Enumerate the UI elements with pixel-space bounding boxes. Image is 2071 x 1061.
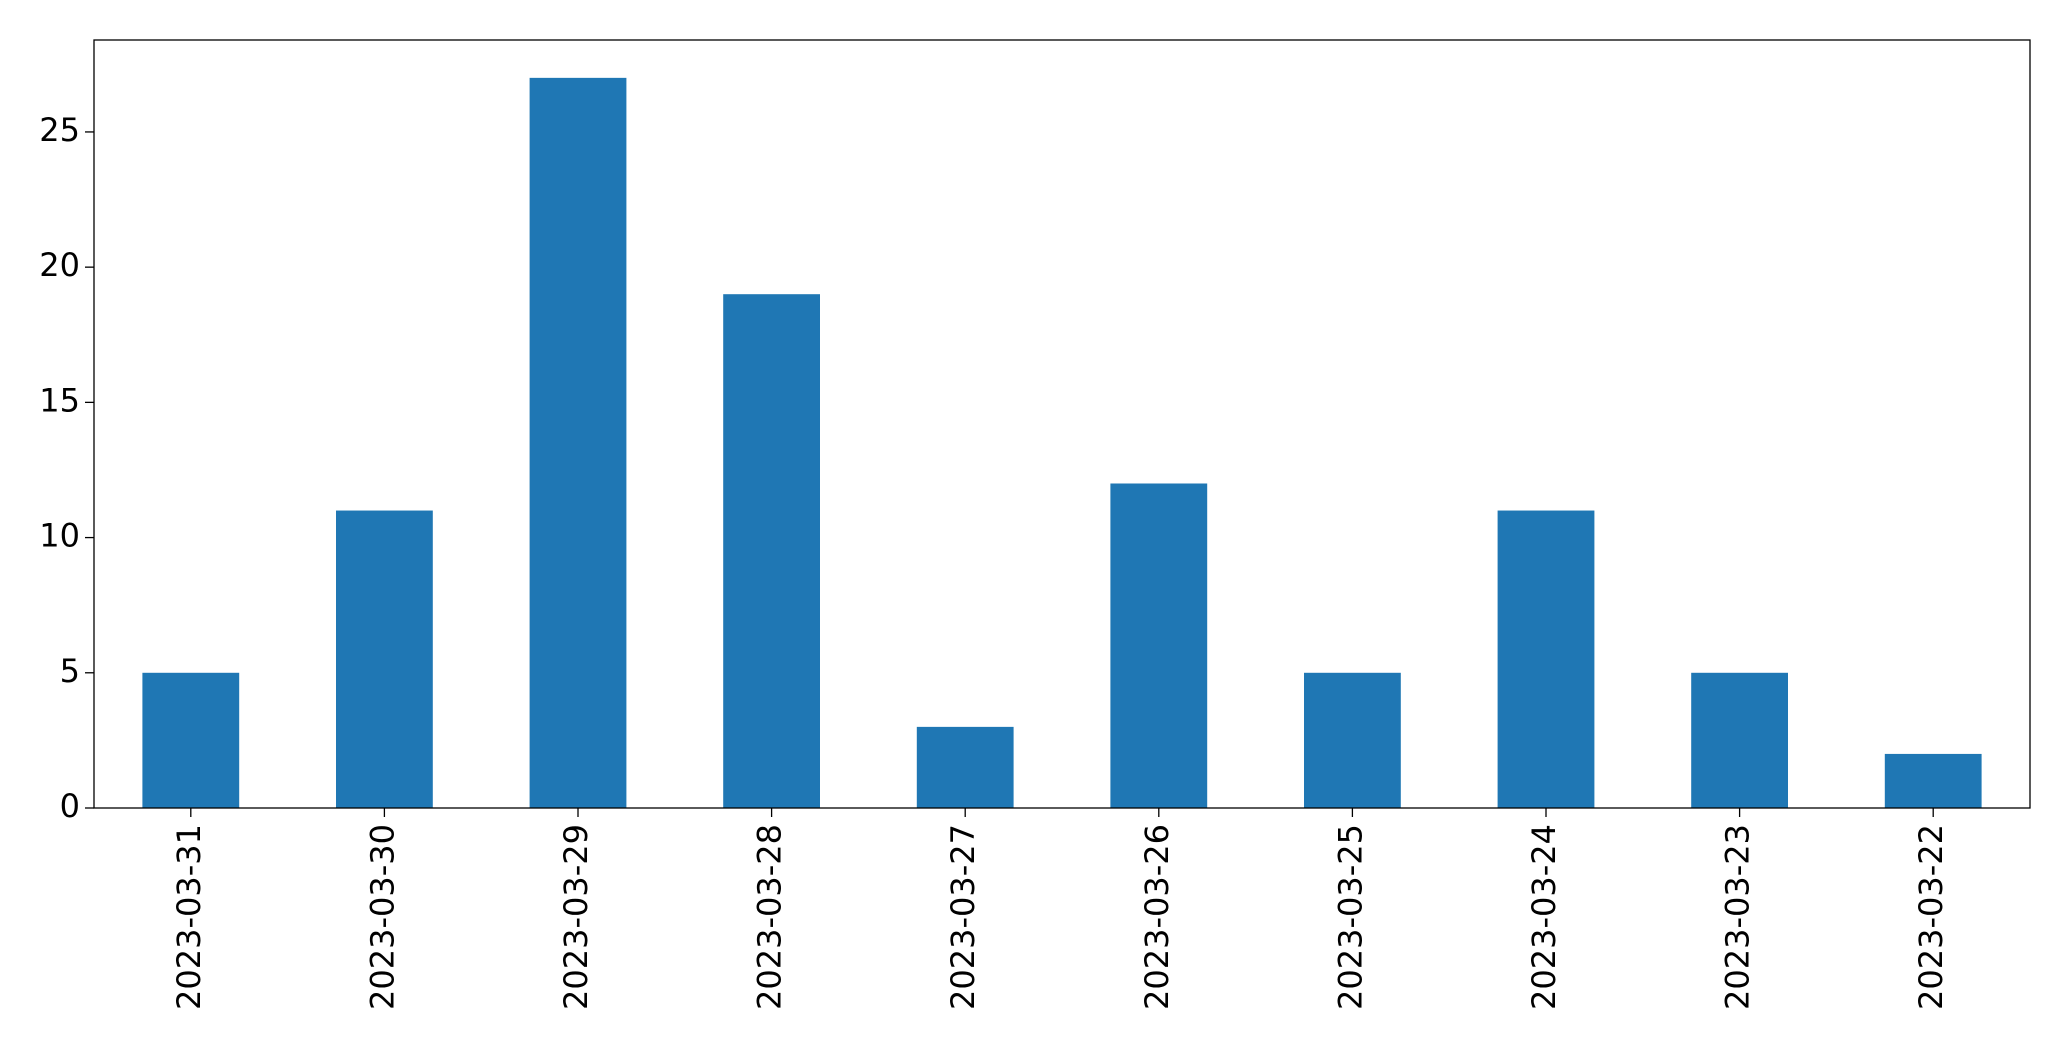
bar: [1497, 510, 1595, 808]
x-tick-label: 2023-03-25: [1331, 824, 1369, 1010]
bar: [1691, 672, 1788, 808]
x-tick-label: 2023-03-22: [1912, 824, 1950, 1010]
x-tick-label: 2023-03-31: [170, 824, 208, 1010]
bar: [1304, 672, 1401, 808]
bar: [1110, 483, 1208, 808]
plot-frame: [93, 39, 2031, 809]
x-tick-label: 2023-03-27: [944, 824, 982, 1010]
x-tick-label: 2023-03-28: [751, 824, 789, 1010]
bar: [142, 672, 240, 808]
bar: [529, 77, 627, 809]
x-tick-label: 2023-03-26: [1138, 824, 1176, 1010]
y-tick-label: 15: [39, 381, 80, 419]
bar: [1884, 753, 1982, 808]
x-tick-label: 2023-03-23: [1719, 824, 1757, 1010]
x-tick-label: 2023-03-30: [363, 824, 401, 1010]
bar: [723, 294, 820, 809]
x-tick-label: 2023-03-29: [557, 824, 595, 1010]
bar: [916, 726, 1014, 808]
bar: [336, 510, 433, 808]
x-tick-label: 2023-03-24: [1525, 824, 1563, 1010]
y-tick-label: 0: [60, 787, 80, 825]
y-tick-label: 25: [39, 111, 80, 149]
y-tick-label: 10: [39, 517, 80, 555]
y-tick-label: 5: [60, 652, 80, 690]
y-tick-label: 20: [39, 246, 80, 284]
